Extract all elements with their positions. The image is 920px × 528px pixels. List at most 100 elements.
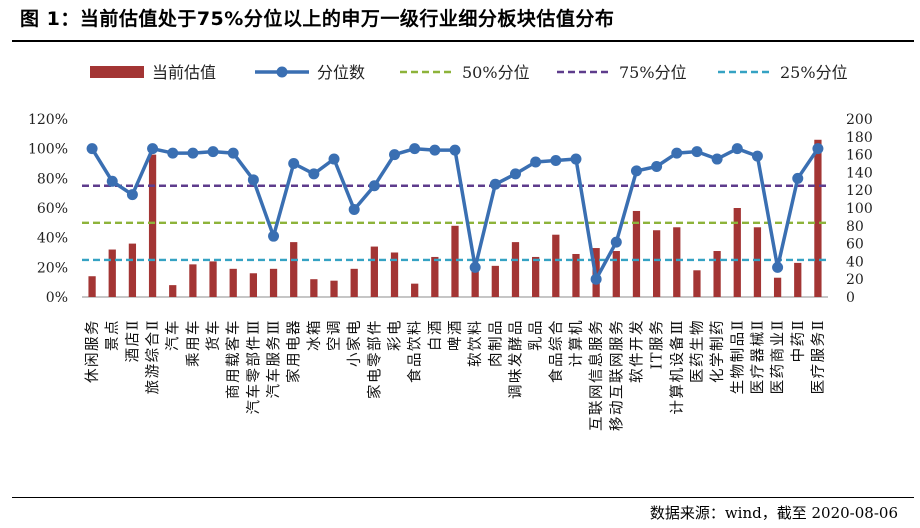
percentile-point — [429, 144, 441, 156]
y-left-tick-label: 0% — [46, 290, 68, 306]
legend-swatch-marker — [276, 66, 288, 78]
x-tick-label: 中药Ⅱ — [790, 319, 807, 362]
percentile-point — [570, 153, 582, 165]
title-rule — [12, 40, 914, 42]
y-right-tick-label: 160 — [846, 148, 873, 164]
bar — [451, 225, 459, 297]
bar — [773, 277, 782, 297]
bar — [632, 210, 641, 297]
y-right-tick-label: 140 — [846, 165, 873, 181]
legend-label: 50%分位 — [462, 63, 530, 82]
percentile-point — [590, 273, 602, 285]
bar — [350, 268, 358, 297]
bar — [390, 252, 399, 297]
percentile-point — [651, 160, 663, 172]
bar — [491, 265, 499, 297]
bar — [733, 208, 741, 297]
percentile-point — [812, 143, 824, 155]
x-tick-label: 小家电 — [346, 319, 363, 367]
bar — [572, 253, 580, 297]
percentile-point — [106, 175, 118, 187]
legend: 当前估值 分位数 50%分位 75%分位 25%分位 — [90, 63, 848, 82]
x-tick-label: 医疗服务Ⅱ — [810, 319, 827, 394]
x-tick-label: 计算机 — [568, 319, 585, 367]
source-note: 数据来源：wind，截至 2020-08-06 — [649, 504, 898, 522]
percentile-point — [288, 158, 300, 169]
bar — [612, 251, 620, 297]
percentile-point — [630, 165, 642, 177]
bar — [693, 270, 701, 297]
y-right-tick-label: 120 — [846, 183, 873, 199]
x-tick-label: 家电零部件 — [366, 319, 383, 399]
percentile-line — [86, 143, 824, 285]
x-tick-label: 乘用车 — [185, 319, 202, 367]
percentile-point — [550, 155, 562, 167]
percentile-point — [247, 174, 259, 186]
x-tick-label: 肉制品 — [487, 319, 504, 367]
footer-rule — [12, 497, 914, 498]
percentile-point — [509, 168, 521, 180]
percentile-point — [227, 147, 239, 159]
figure-title: 图 1：当前估值处于75%分位以上的申万一级行业细分板块估值分布 — [20, 8, 615, 30]
y-right-tick-label: 0 — [846, 290, 855, 306]
valuation-chart: 当前估值 分位数 50%分位 75%分位 25%分位 0% 20% 40% 60% 80% 100… — [28, 63, 873, 431]
x-tick-label: 休闲服务 — [84, 319, 101, 383]
percentile-point — [530, 156, 542, 168]
y-left-tick-label: 120% — [28, 112, 68, 128]
percentile-point — [772, 261, 784, 273]
legend-label: 25%分位 — [780, 63, 848, 82]
x-tick-label: 冰箱 — [306, 319, 323, 351]
bar — [511, 242, 520, 297]
bar — [148, 154, 157, 297]
x-tick-label: 互联网信息服务 — [588, 319, 605, 431]
x-tick-label: 酒店Ⅱ — [124, 319, 141, 362]
x-tick-label: 软饮料 — [467, 319, 484, 367]
bar — [209, 261, 217, 297]
x-tick-label: 家用电器 — [286, 319, 303, 383]
reference-lines — [82, 184, 828, 262]
percentile-point — [368, 180, 380, 192]
percentile-point — [751, 150, 763, 162]
percentile-point — [268, 230, 280, 242]
bar — [370, 246, 378, 297]
y-left-tick-label: 100% — [28, 142, 68, 158]
y-right-tick-label: 200 — [846, 112, 873, 128]
x-tick-label: 旅游综合Ⅱ — [145, 319, 162, 394]
x-tick-label: 汽车零部件Ⅲ — [245, 319, 262, 414]
bar — [169, 285, 177, 297]
legend-label: 分位数 — [317, 63, 365, 82]
x-tick-label: 白酒 — [427, 319, 444, 351]
y-right-tick-label: 80 — [846, 219, 864, 235]
x-tick-label: 软件开发 — [629, 319, 646, 383]
x-tick-label: 移动互联网服务 — [608, 319, 625, 431]
percentile-point — [792, 172, 804, 184]
bar — [269, 268, 278, 297]
bar — [411, 283, 419, 297]
x-tick-label: 空调 — [326, 319, 343, 351]
bar — [310, 279, 318, 297]
bar — [290, 242, 298, 297]
x-tick-label: 食品饮料 — [407, 319, 424, 383]
x-tick-label: 景点 — [104, 319, 121, 351]
y-right-tick-label: 180 — [846, 130, 873, 146]
bar — [673, 227, 681, 297]
bar — [431, 256, 439, 297]
x-tick-label: 医药商业Ⅱ — [770, 319, 787, 394]
y-left-tick-label: 80% — [37, 171, 68, 187]
bar — [108, 249, 116, 297]
x-tick-label: 食品综合 — [548, 319, 565, 383]
x-tick-label: 商用载客车 — [225, 319, 242, 399]
y-right-tick-label: 40 — [846, 254, 864, 270]
x-tick-label: 彩电 — [387, 319, 404, 351]
percentile-point — [86, 143, 98, 155]
bar — [229, 268, 237, 297]
bar — [713, 251, 721, 297]
y-right-tick-label: 20 — [846, 272, 864, 288]
y-right-tick-label: 60 — [846, 237, 864, 253]
x-tick-label: 乳品 — [528, 319, 545, 351]
x-tick-label: 化学制药 — [709, 319, 726, 383]
bar — [753, 227, 762, 297]
bar — [189, 264, 197, 297]
percentile-point — [610, 236, 622, 248]
